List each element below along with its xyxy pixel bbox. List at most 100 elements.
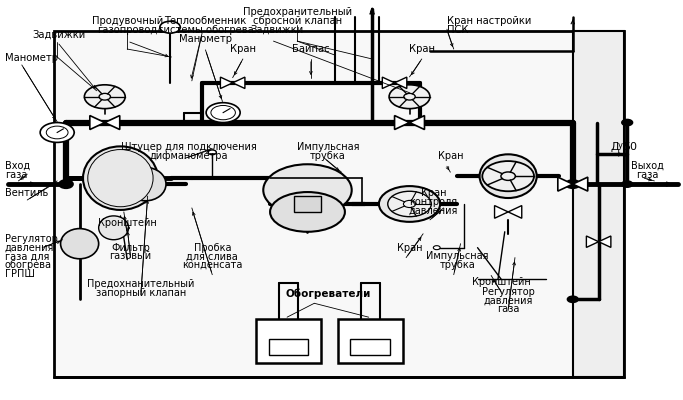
Text: Манометр: Манометр [179,34,232,44]
Text: Импульсная: Импульсная [296,142,359,152]
Bar [55,31,624,377]
Text: Кран настройки: Кран настройки [447,16,531,26]
Polygon shape [558,177,573,191]
Polygon shape [410,116,425,130]
Text: Штуцер для подключения: Штуцер для подключения [121,142,256,152]
Circle shape [433,246,440,250]
Text: Кран: Кран [408,44,435,54]
Text: газа: газа [497,304,519,314]
Bar [338,319,403,363]
Circle shape [208,150,217,155]
Ellipse shape [61,228,98,259]
Bar [350,339,390,355]
Text: сбросной клапан: сбросной клапан [253,16,342,26]
Circle shape [622,181,632,187]
Text: Импульсная: Импульсная [426,251,488,261]
Text: газа для: газа для [5,251,49,261]
Text: газа: газа [637,170,659,180]
Text: Теплообменник: Теплообменник [165,16,247,26]
Text: Вентиль: Вентиль [5,188,48,198]
Polygon shape [494,206,508,218]
Text: Кран: Кран [397,242,422,252]
Circle shape [59,180,73,188]
Circle shape [501,172,516,180]
Ellipse shape [270,192,345,232]
Ellipse shape [263,164,352,216]
Bar [268,339,308,355]
Circle shape [211,106,236,120]
Bar [294,196,321,212]
Ellipse shape [125,168,166,201]
Text: Предохнанительный: Предохнанительный [87,280,195,290]
Text: газа: газа [5,170,27,180]
Polygon shape [598,236,611,248]
Circle shape [388,191,431,217]
Bar [257,319,321,363]
Polygon shape [104,116,120,130]
Polygon shape [233,77,245,88]
Text: Фильтр: Фильтр [111,242,150,252]
Text: запорный клапан: запорный клапан [96,288,186,298]
Polygon shape [90,116,104,130]
Ellipse shape [83,146,158,210]
Text: Обогреватели: Обогреватели [285,289,371,300]
Text: трубка: трубка [310,151,346,161]
Text: Предохранительный: Предохранительный [242,7,352,17]
Bar [573,31,624,377]
Circle shape [160,21,180,33]
Text: Кронштейн: Кронштейн [98,218,156,228]
Polygon shape [508,206,522,218]
Text: Пробка: Пробка [193,242,231,252]
Text: ПСК: ПСК [447,25,469,35]
Polygon shape [395,77,407,88]
Circle shape [404,93,415,100]
Text: Задвижки: Задвижки [33,29,86,39]
Circle shape [85,85,125,109]
Circle shape [99,93,111,100]
Text: давления: давления [5,242,54,252]
Polygon shape [395,116,410,130]
Text: Продувочный: Продувочный [92,16,163,26]
Circle shape [40,122,74,142]
Polygon shape [382,77,395,88]
Ellipse shape [88,150,153,207]
Text: дифманометра: дифманометра [149,151,227,161]
Ellipse shape [98,216,128,240]
Text: Байпас: Байпас [292,44,330,54]
Text: ГРПШ: ГРПШ [5,269,35,279]
Text: Кран: Кран [438,151,463,161]
Circle shape [206,103,240,122]
Text: обогрева: обогрева [5,260,52,270]
Text: газопровод: газопровод [97,25,157,35]
Text: конденсата: конденсата [182,260,242,270]
Circle shape [46,126,68,139]
Text: у: у [617,141,623,150]
Text: Регулятор: Регулятор [482,286,535,296]
Text: 50: 50 [623,142,637,152]
Text: Выход: Выход [631,161,664,171]
Text: системы обогрева: системы обогрева [158,25,253,35]
Text: Регулятор: Регулятор [5,234,57,244]
Ellipse shape [479,154,537,198]
Text: Кран: Кран [230,44,256,54]
Circle shape [566,180,580,188]
Text: для слива: для слива [186,251,238,261]
Circle shape [568,296,579,302]
Text: Кран: Кран [421,188,446,198]
Polygon shape [573,177,588,191]
Text: Вход: Вход [5,161,30,171]
Text: давления: давления [484,295,533,305]
Text: Задвижки: Задвижки [250,25,303,35]
Circle shape [389,85,430,109]
Text: Манометр: Манометр [5,53,58,63]
Polygon shape [587,236,598,248]
Ellipse shape [379,186,440,222]
Text: давления: давления [408,206,458,216]
Text: контроля: контроля [409,197,458,207]
Circle shape [482,161,534,191]
Polygon shape [221,77,233,88]
Text: трубка: трубка [439,260,475,270]
Text: Д: Д [610,142,619,152]
Circle shape [622,119,632,126]
Circle shape [404,200,416,208]
